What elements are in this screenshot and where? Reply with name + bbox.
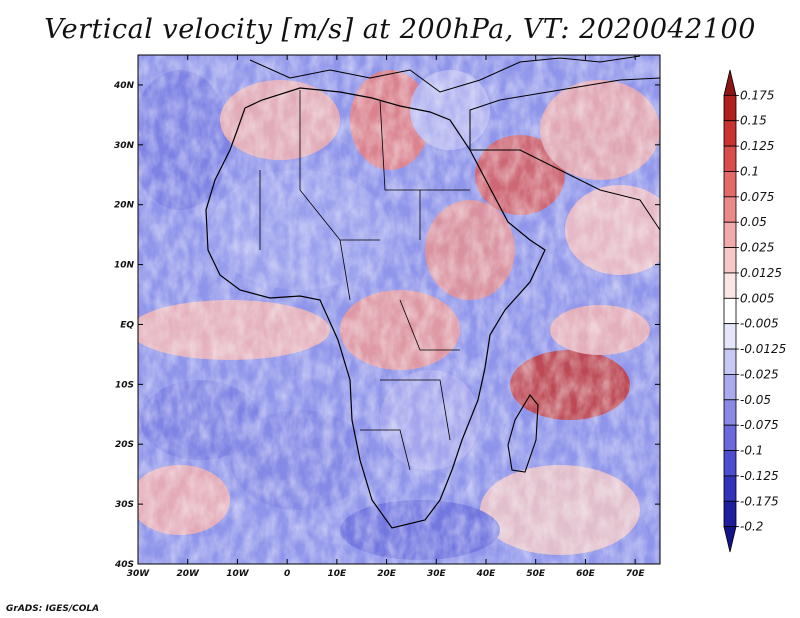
colorbar-swatch — [723, 221, 737, 248]
y-tick-label: 10S — [115, 380, 134, 390]
y-tick-label: 30S — [115, 500, 134, 510]
colorbar-label: 0.15 — [740, 114, 767, 128]
colorbar-swatch — [723, 399, 737, 426]
y-axis: 40N 30N 20N 10N EQ 10S 20S 30S 40S — [113, 81, 660, 570]
x-tick-label: 10E — [328, 569, 348, 579]
africa-coastline — [205, 87, 546, 529]
y-tick-label: 40N — [113, 81, 135, 91]
colorbar-label: 0.175 — [740, 88, 774, 102]
colorbar-swatch — [723, 348, 737, 375]
y-tick-label: 30N — [114, 141, 135, 151]
colorbar: 0.175 0.15 0.125 0.1 0.075 0.05 0.025 0.0125 0.0… — [723, 69, 786, 553]
colorbar-label: 0.0125 — [740, 266, 782, 280]
colorbar-label: -0.025 — [740, 367, 779, 381]
colorbar-label: 0.025 — [740, 241, 774, 255]
colorbar-label: 0.1 — [740, 164, 759, 178]
x-tick-label: 30W — [127, 569, 151, 579]
colorbar-swatch — [723, 145, 737, 172]
country-borders — [259, 90, 470, 471]
y-tick-label: 10N — [114, 261, 135, 271]
colorbar-swatch — [723, 475, 737, 502]
x-tick-label: 10W — [226, 569, 250, 579]
colorbar-swatch — [723, 297, 737, 325]
colorbar-label: 0.125 — [740, 139, 774, 153]
x-tick-label: 60E — [576, 569, 596, 579]
colorbar-label: -0.075 — [740, 418, 779, 432]
madagascar-coastline — [507, 394, 539, 473]
x-tick-label: 20E — [377, 569, 397, 579]
x-tick-label: 0 — [284, 569, 290, 579]
map-panel — [138, 55, 660, 564]
colorbar-swatch — [723, 247, 737, 274]
map-frame — [137, 54, 661, 565]
colorbar-swatch — [723, 69, 737, 96]
x-tick-label: 20W — [176, 569, 200, 579]
credit-label: GrADS: IGES/COLA — [6, 604, 100, 614]
colorbar-swatch — [723, 94, 737, 122]
colorbar-swatch — [723, 526, 737, 553]
chart-title: Vertical velocity [m/s] at 200hPa, VT: 2… — [44, 14, 756, 45]
colorbar-swatch — [723, 171, 737, 198]
colorbar-swatch — [723, 450, 737, 477]
y-tick-label: 20N — [114, 201, 135, 211]
y-tick-label: EQ — [120, 320, 134, 330]
x-tick-label: 30E — [427, 569, 447, 579]
colorbar-label: -0.125 — [740, 469, 779, 483]
colorbar-swatch — [723, 272, 737, 299]
x-tick-label: 50E — [526, 569, 546, 579]
colorbar-label: 0.005 — [740, 291, 774, 305]
y-tick-label: 40S — [114, 560, 134, 570]
arabia-coastline — [469, 77, 660, 231]
colorbar-label: -0.2 — [740, 520, 763, 534]
x-axis: 30W 20W 10W 0 10E 20E 30E 40E 50E 60E 70E — [127, 55, 646, 579]
colorbar-label: -0.175 — [740, 494, 779, 508]
colorbar-swatch — [723, 374, 737, 401]
colorbar-label: -0.0125 — [740, 342, 786, 356]
colorbar-label: -0.05 — [740, 393, 771, 407]
colorbar-swatch — [723, 196, 737, 223]
colorbar-swatch — [723, 323, 737, 350]
colorbar-swatch — [723, 424, 737, 451]
x-tick-label: 40E — [476, 569, 497, 579]
colorbar-label: 0.05 — [740, 215, 767, 229]
x-tick-label: 70E — [626, 569, 646, 579]
y-tick-label: 20S — [115, 440, 134, 450]
colorbar-label: 0.075 — [740, 190, 774, 204]
colorbar-label: -0.1 — [740, 444, 763, 458]
colorbar-swatch — [723, 500, 737, 528]
europe-coastline — [249, 55, 641, 93]
colorbar-swatch — [723, 120, 737, 147]
colorbar-label: -0.005 — [740, 317, 779, 331]
